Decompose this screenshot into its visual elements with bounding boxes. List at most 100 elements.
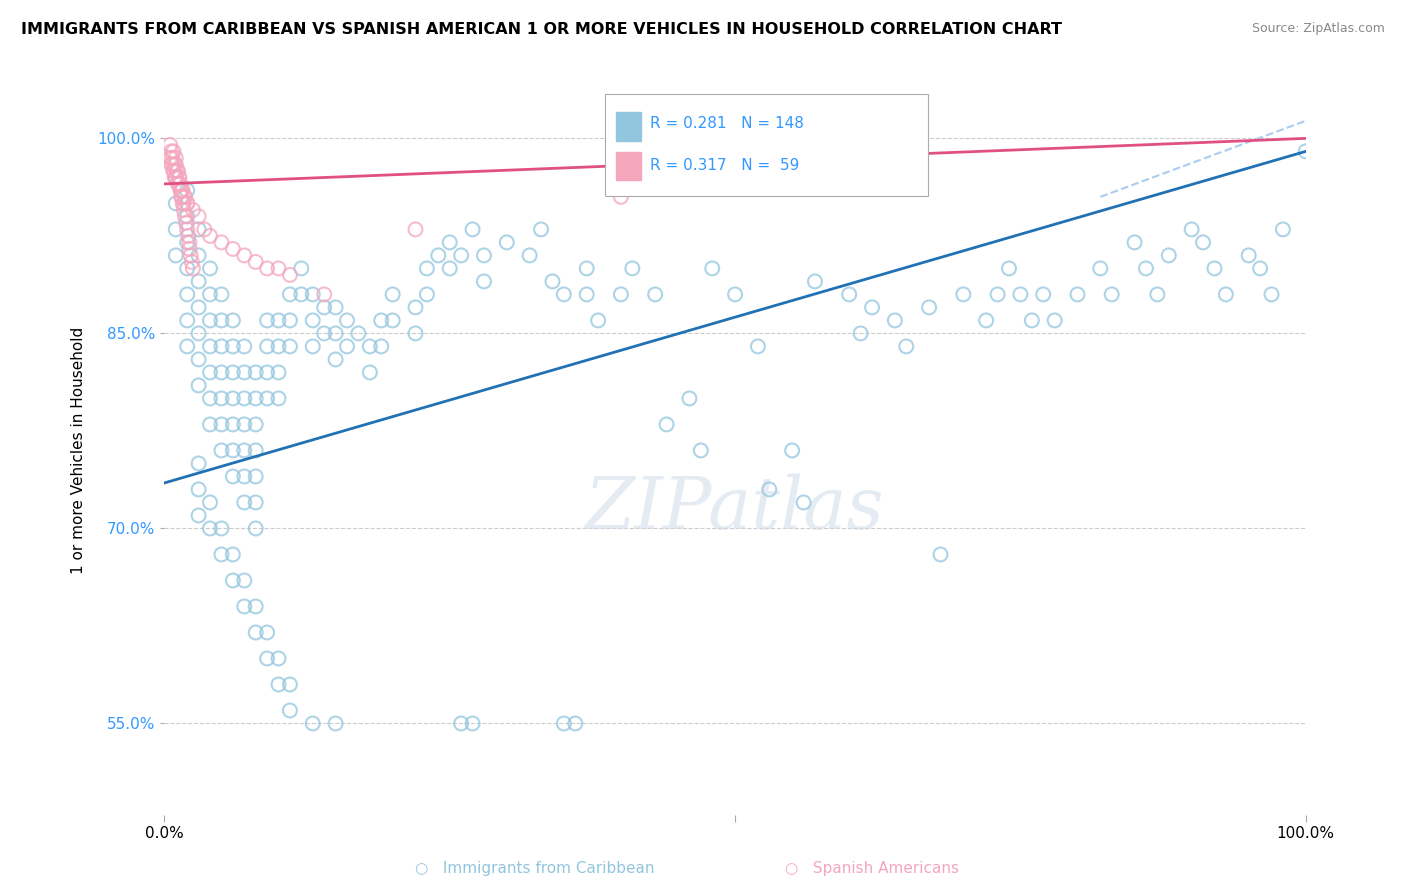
Point bbox=[181, 202, 204, 217]
Point bbox=[159, 151, 181, 165]
Point bbox=[245, 469, 267, 483]
Point bbox=[222, 417, 245, 432]
Point bbox=[439, 235, 461, 250]
Point bbox=[278, 313, 301, 327]
Point bbox=[245, 495, 267, 509]
Point bbox=[461, 716, 484, 731]
Point bbox=[181, 261, 204, 276]
Point bbox=[267, 313, 290, 327]
Point bbox=[170, 190, 193, 204]
Point bbox=[170, 183, 193, 197]
Point bbox=[621, 261, 644, 276]
Point bbox=[245, 443, 267, 458]
Point bbox=[165, 248, 187, 262]
Point bbox=[222, 366, 245, 380]
Point bbox=[1135, 261, 1157, 276]
Text: IMMIGRANTS FROM CARIBBEAN VS SPANISH AMERICAN 1 OR MORE VEHICLES IN HOUSEHOLD CO: IMMIGRANTS FROM CARIBBEAN VS SPANISH AME… bbox=[21, 22, 1062, 37]
Point bbox=[267, 677, 290, 691]
Point bbox=[336, 313, 359, 327]
Point bbox=[176, 287, 198, 301]
Point bbox=[575, 287, 598, 301]
Point bbox=[159, 137, 181, 152]
Point bbox=[780, 443, 803, 458]
Point bbox=[174, 190, 197, 204]
Point bbox=[1249, 261, 1271, 276]
Text: ○   Spanish Americans: ○ Spanish Americans bbox=[785, 861, 959, 876]
Point bbox=[174, 190, 197, 204]
Point bbox=[450, 716, 472, 731]
Point bbox=[162, 164, 184, 178]
Point bbox=[198, 313, 221, 327]
Point bbox=[233, 392, 256, 406]
Point bbox=[233, 443, 256, 458]
Point bbox=[610, 190, 633, 204]
Point bbox=[166, 164, 188, 178]
Point bbox=[325, 352, 347, 367]
Point bbox=[162, 157, 184, 171]
Point bbox=[187, 378, 209, 392]
Point bbox=[211, 417, 233, 432]
Point bbox=[233, 339, 256, 353]
Point bbox=[256, 651, 278, 665]
Point bbox=[804, 274, 827, 288]
Point bbox=[165, 170, 187, 185]
Point bbox=[169, 177, 191, 191]
Point bbox=[176, 313, 198, 327]
Point bbox=[165, 151, 187, 165]
Point bbox=[211, 548, 233, 562]
Point bbox=[1157, 248, 1180, 262]
Point bbox=[370, 313, 392, 327]
Point bbox=[233, 599, 256, 614]
Point bbox=[702, 261, 724, 276]
Point bbox=[325, 716, 347, 731]
Point bbox=[222, 548, 245, 562]
Point bbox=[198, 521, 221, 535]
Point bbox=[222, 443, 245, 458]
Point bbox=[314, 301, 336, 315]
Point bbox=[610, 287, 633, 301]
Point bbox=[198, 495, 221, 509]
Point bbox=[176, 261, 198, 276]
Point bbox=[301, 287, 323, 301]
Text: R = 0.281   N = 148: R = 0.281 N = 148 bbox=[650, 116, 803, 130]
Point bbox=[245, 625, 267, 640]
Point bbox=[883, 313, 905, 327]
Point bbox=[233, 469, 256, 483]
Point bbox=[177, 228, 200, 243]
Point bbox=[439, 261, 461, 276]
Point bbox=[187, 222, 209, 236]
Point bbox=[849, 326, 872, 341]
Point bbox=[1181, 222, 1204, 236]
Point bbox=[233, 248, 256, 262]
Point bbox=[472, 248, 495, 262]
Point bbox=[167, 177, 190, 191]
Point bbox=[211, 235, 233, 250]
Point bbox=[163, 170, 186, 185]
Point bbox=[198, 261, 221, 276]
Point bbox=[1010, 287, 1032, 301]
Point bbox=[290, 287, 312, 301]
Point bbox=[758, 483, 780, 497]
Point bbox=[211, 287, 233, 301]
Point bbox=[1146, 287, 1168, 301]
Point bbox=[1021, 313, 1043, 327]
Point bbox=[180, 248, 202, 262]
Point bbox=[575, 261, 598, 276]
Point bbox=[233, 495, 256, 509]
Point bbox=[1101, 287, 1123, 301]
Point bbox=[405, 326, 427, 341]
Point bbox=[176, 210, 198, 224]
Point bbox=[176, 235, 198, 250]
Point bbox=[163, 157, 186, 171]
Point bbox=[160, 145, 183, 159]
Point bbox=[586, 313, 609, 327]
Point bbox=[187, 274, 209, 288]
Point bbox=[245, 599, 267, 614]
Point bbox=[173, 196, 195, 211]
Point bbox=[314, 326, 336, 341]
Point bbox=[974, 313, 997, 327]
Point bbox=[198, 366, 221, 380]
Point bbox=[233, 417, 256, 432]
Point bbox=[564, 716, 586, 731]
Point bbox=[198, 339, 221, 353]
